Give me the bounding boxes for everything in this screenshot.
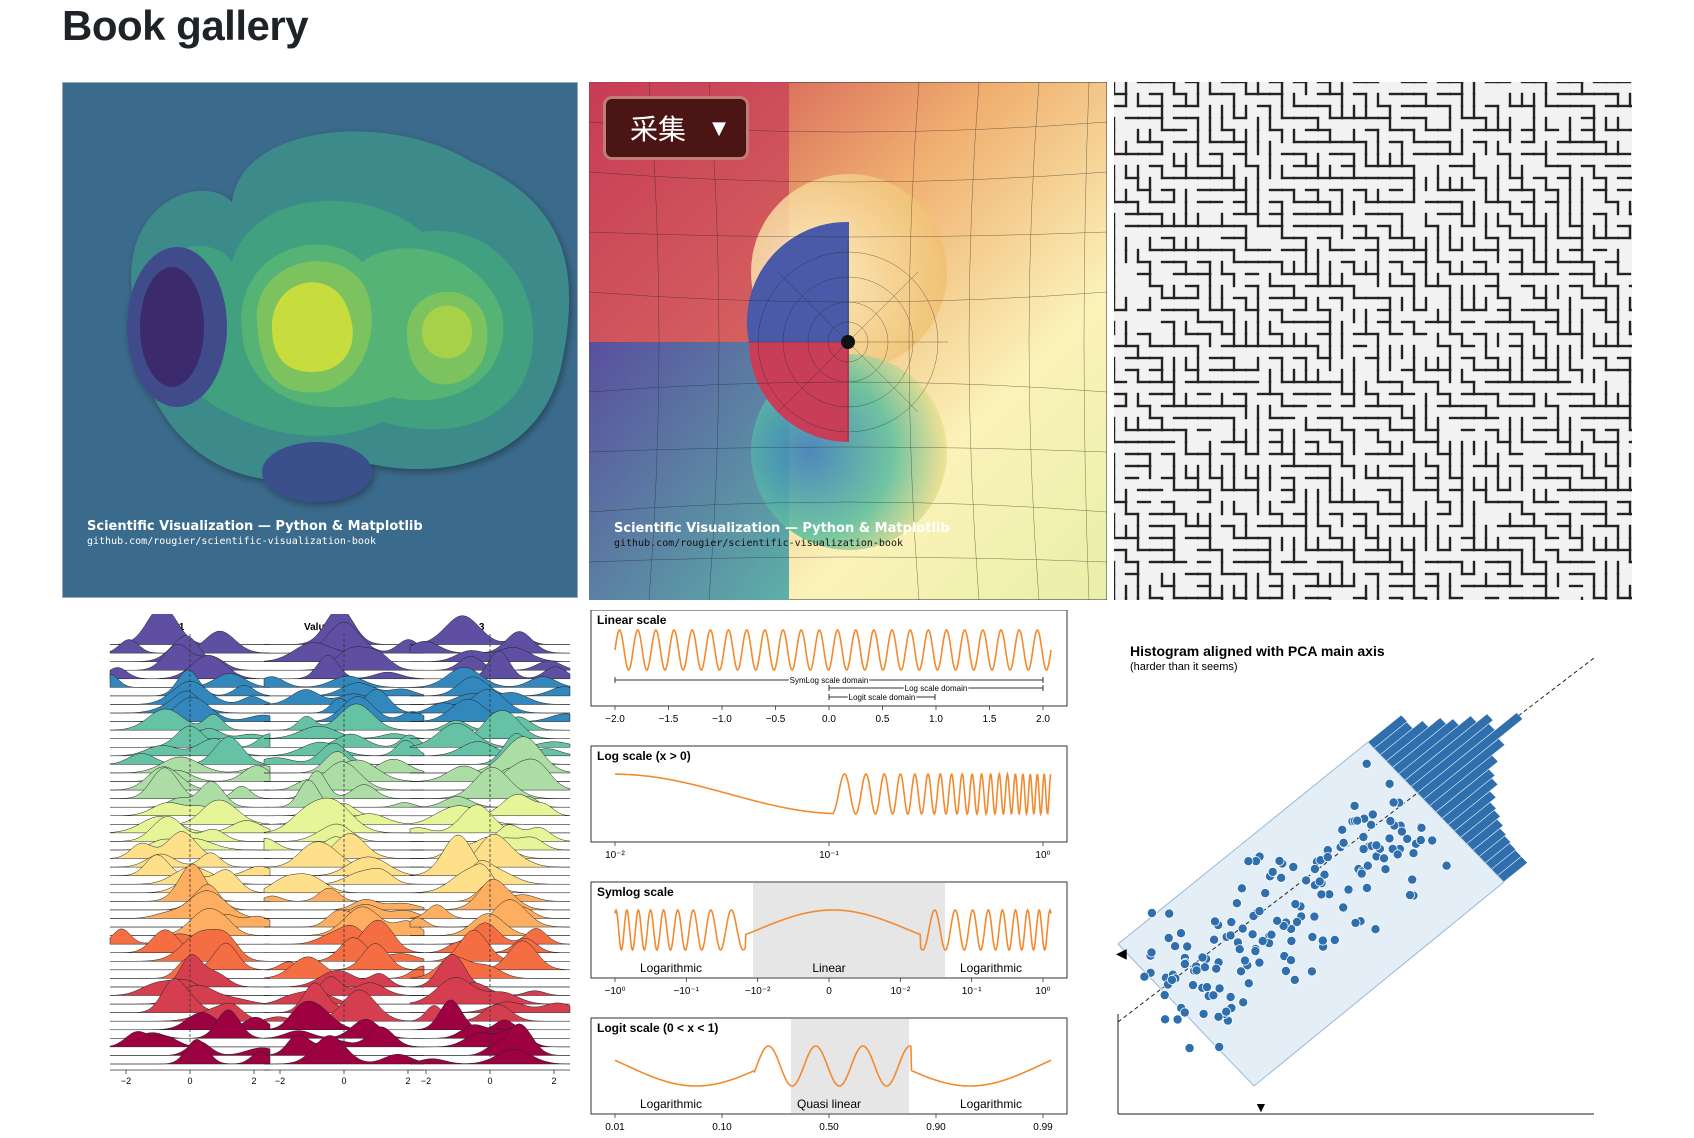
scale-panel: Linear scale −2.0 −1.5 −1.0 −0.5 0.0 0.5 1.0 1.5… <box>590 610 1068 725</box>
scale-tick: 0.01 <box>605 1122 625 1133</box>
pca-subtitle: (harder than it seems) <box>1130 661 1238 673</box>
maze-thumbnail[interactable] <box>1114 82 1632 600</box>
pca-scatter <box>1139 758 1452 1054</box>
scales-figure-thumbnail[interactable]: Linear scale −2.0 −1.5 −1.0 −0.5 0.0 0.5 1.0 1.5… <box>589 610 1109 1138</box>
scale-tick: −2.0 <box>605 714 625 725</box>
scale-panel-title: Linear scale <box>597 613 667 627</box>
pca-histogram <box>1367 712 1528 883</box>
scale-tick: 1.5 <box>983 714 997 725</box>
caret-down-icon: ▼ <box>712 117 726 139</box>
scale-region-label: Logarithmic <box>960 961 1022 975</box>
scale-panel-title: Logit scale (0 < x < 1) <box>597 1021 718 1035</box>
scale-region-label: Linear <box>812 961 845 975</box>
scale-panel: Symlog scale −10⁰ −10⁻¹ −10⁻² 0 10⁻² 10⁻¹ 10⁰ Lo… <box>590 881 1068 997</box>
scale-tick: 0.50 <box>819 1122 839 1133</box>
ridgeline-x-tick: 0 <box>187 1076 192 1086</box>
ridgeline-x-tick: 2 <box>405 1076 410 1086</box>
ridgeline-x-tick: 0 <box>341 1076 346 1086</box>
contour-plot-thumbnail[interactable]: Scientific Visualization — Python & Matp… <box>62 82 578 598</box>
scale-tick: 0.10 <box>712 1122 732 1133</box>
scale-tick: −1.0 <box>712 714 732 725</box>
ridgeline-x-tick: −2 <box>121 1076 131 1086</box>
watermark-title: Scientific Visualization — Python & Matp… <box>87 519 423 534</box>
scale-tick: −10⁻² <box>745 986 771 997</box>
ridgeline-x-tick: −2 <box>421 1076 431 1086</box>
scale-panel: Log scale (x > 0) 10⁻² 10⁻¹ 10⁰ <box>590 745 1068 861</box>
scale-tick: −10⁰ <box>605 986 626 997</box>
scale-domain-label: SymLog scale domain <box>790 676 869 685</box>
scale-tick: 1.0 <box>929 714 943 725</box>
scale-tick: 10⁻² <box>605 850 625 861</box>
scale-tick: 10⁻¹ <box>819 850 839 861</box>
ridgeline-x-tick: 0 <box>487 1076 492 1086</box>
scale-tick: −1.5 <box>659 714 679 725</box>
scale-tick: 10⁻² <box>890 986 910 997</box>
pca-marker-left: ◀ <box>1116 945 1127 961</box>
ridgeline-x-tick: 2 <box>551 1076 556 1086</box>
scale-tick: 2.0 <box>1036 714 1050 725</box>
collect-button[interactable]: 采集 ▼ <box>603 96 749 160</box>
ridgeline-x-tick: 2 <box>251 1076 256 1086</box>
watermark-url: github.com/rougier/scientific-visualizat… <box>614 538 903 549</box>
scale-tick: 10⁻¹ <box>962 986 982 997</box>
scale-panel-title: Symlog scale <box>597 885 674 899</box>
scale-tick: 0 <box>826 986 832 997</box>
scale-tick: 0.5 <box>876 714 890 725</box>
scale-tick: 0.99 <box>1033 1122 1053 1133</box>
scale-region-label: Logarithmic <box>640 1097 702 1111</box>
ridgeline-panel-title: Value 2 <box>304 622 339 633</box>
collect-button-label: 采集 <box>630 113 687 146</box>
ridgeline-x-tick: −2 <box>275 1076 285 1086</box>
scale-tick: 0.90 <box>926 1122 946 1133</box>
pca-histogram-thumbnail[interactable]: Histogram aligned with PCA main axis (har… <box>1114 614 1632 1116</box>
scale-panel-title: Log scale (x > 0) <box>597 749 691 763</box>
scale-region-label: Logarithmic <box>640 961 702 975</box>
scale-panel: Logit scale (0 < x < 1) 0.01 0.10 0.50 0.90 0… <box>590 1017 1068 1133</box>
scale-tick: −10⁻¹ <box>674 986 700 997</box>
pca-title: Histogram aligned with PCA main axis <box>1130 643 1385 659</box>
scale-domain-label: Logit scale domain <box>849 693 916 702</box>
pca-marker-bottom: ▼ <box>1254 1099 1268 1115</box>
scale-tick: −0.5 <box>766 714 786 725</box>
scale-tick: 10⁰ <box>1035 850 1050 861</box>
watermark-title: Scientific Visualization — Python & Matp… <box>614 521 950 536</box>
scale-region-label: Quasi linear <box>797 1097 861 1111</box>
scale-region-label: Logarithmic <box>960 1097 1022 1111</box>
watermark-url: github.com/rougier/scientific-visualizat… <box>87 536 376 547</box>
complex-function-thumbnail[interactable]: Scientific Visualization — Python & Matp… <box>589 82 1107 600</box>
scale-domain-label: Log scale domain <box>905 684 968 693</box>
scale-tick: 0.0 <box>822 714 836 725</box>
page-title: Book gallery <box>62 2 309 49</box>
scale-tick: 10⁰ <box>1035 986 1050 997</box>
